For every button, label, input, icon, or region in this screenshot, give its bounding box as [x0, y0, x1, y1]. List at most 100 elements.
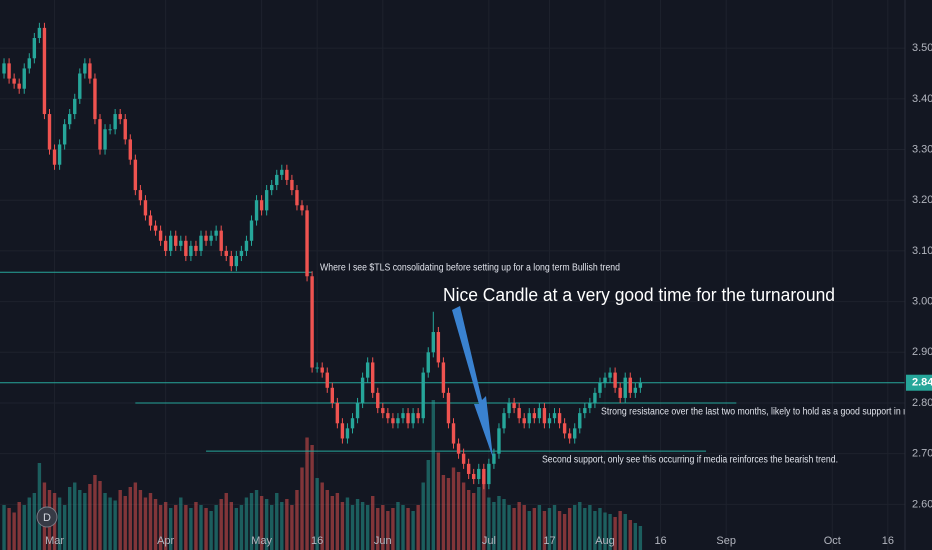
volume-bar [441, 475, 446, 550]
volume-bar [184, 505, 188, 550]
annotation: Nice Candle at a very good time for the … [443, 285, 835, 305]
candle-body [93, 78, 97, 120]
candle-body [441, 362, 446, 393]
candle-body [562, 423, 567, 434]
volume-bar [411, 511, 415, 550]
candle-body [391, 418, 395, 424]
candle-body [573, 428, 577, 439]
candle-body [249, 220, 254, 241]
candle-body [502, 413, 506, 429]
candle-body [608, 372, 612, 378]
volume-bar [118, 490, 122, 550]
candle-body [613, 372, 617, 388]
volume-bar [67, 487, 72, 550]
candle-body [194, 245, 198, 251]
x-tick-label: 16 [882, 535, 894, 547]
candle-body [270, 185, 274, 191]
x-tick-label: 16 [654, 535, 666, 547]
volume-bar [416, 505, 420, 550]
y-tick-label: 3.10 [912, 245, 932, 257]
candle-body [350, 418, 355, 429]
candle-body [22, 68, 26, 89]
candle-body [113, 114, 117, 130]
volume-bar [350, 505, 355, 550]
volume-bar [456, 472, 461, 550]
candle-body [335, 402, 340, 424]
volume-bar [174, 505, 178, 550]
candle-body [557, 413, 562, 424]
candle-body [376, 392, 380, 409]
annotation: Second support, only see this occurring … [542, 455, 838, 466]
candle-body [108, 129, 112, 131]
y-tick-label: 3.00 [912, 296, 932, 308]
volume-bar [557, 511, 562, 550]
x-tick-label: 16 [311, 535, 323, 547]
volume-bar [527, 511, 531, 550]
volume-bar [567, 508, 572, 550]
volume-bar [280, 502, 284, 550]
volume-bar [204, 508, 208, 550]
x-tick-label: Oct [824, 535, 841, 547]
candle-body [315, 367, 319, 369]
volume-bar [305, 437, 309, 550]
candle-body [153, 225, 158, 231]
volume-bar [371, 496, 375, 550]
candle-body [42, 27, 47, 115]
candle-body [300, 205, 304, 211]
candle-body [143, 200, 148, 216]
volume-bar [512, 508, 516, 550]
candle-body [118, 114, 122, 120]
volume-bar [461, 482, 466, 550]
candle-body [264, 190, 269, 211]
candle-body [229, 255, 234, 267]
volume-bar [209, 511, 213, 550]
marker [36, 506, 58, 528]
candle-body [497, 428, 501, 454]
volume-bar [487, 497, 491, 550]
volume-bar [143, 497, 148, 550]
candle-body [52, 149, 57, 165]
volume-bar [482, 475, 486, 550]
candle-body [290, 179, 294, 191]
candle-body [623, 377, 627, 398]
volume-bar [547, 508, 552, 550]
volume-bar [234, 508, 239, 550]
volume-bar [168, 508, 173, 550]
candle-body [532, 413, 537, 419]
candle-body [37, 27, 42, 39]
candle-body [179, 240, 183, 246]
annotations: Where I see $TLS consolidating before se… [320, 263, 905, 466]
volume-bar [62, 505, 67, 550]
candle-body [330, 387, 335, 403]
candle-body [62, 124, 67, 145]
volume-bar [2, 505, 6, 550]
candle-body [416, 413, 420, 419]
volume-bar [270, 505, 274, 550]
candle-body [492, 453, 496, 464]
volume-bar [492, 502, 496, 550]
candle-body [224, 250, 228, 256]
candle-body [57, 144, 62, 165]
volume-bar [153, 499, 158, 550]
candle-body [32, 38, 37, 59]
candle-body [83, 63, 87, 74]
candle-body [305, 210, 309, 277]
volume-bar [158, 505, 163, 550]
candle-body [12, 78, 16, 84]
volume-bar [239, 505, 244, 550]
candle-body [482, 468, 486, 485]
volume-bar [376, 508, 380, 550]
volume-bar [98, 481, 102, 550]
volume-bar [113, 500, 117, 550]
candle-body [189, 245, 193, 256]
volume-bar [532, 508, 537, 550]
candle-body [371, 362, 375, 393]
volume-bar [542, 511, 547, 550]
candle-body [254, 200, 259, 221]
volume-bar [507, 505, 511, 550]
volume-bar [633, 523, 638, 550]
y-tick-label: 3.30 [912, 143, 932, 155]
volume-bar [552, 505, 557, 550]
candle-body [593, 392, 597, 403]
